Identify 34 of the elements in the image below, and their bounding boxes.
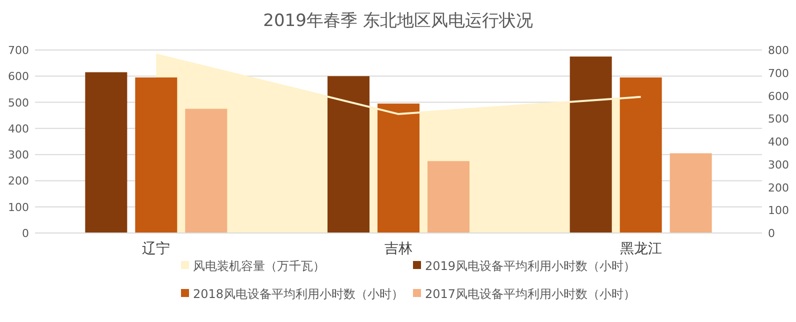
bar bbox=[378, 104, 420, 233]
legend-label: 2018风电设备平均利用小时数（小时） bbox=[193, 287, 404, 301]
y-tick-label: 500 bbox=[8, 96, 29, 110]
y2-tick-label: 600 bbox=[768, 90, 789, 103]
bar bbox=[328, 76, 370, 233]
y-tick-label: 700 bbox=[8, 44, 29, 57]
bar bbox=[570, 56, 612, 233]
y2-tick-label: 0 bbox=[768, 227, 775, 240]
bar bbox=[135, 77, 178, 233]
y-tick-label: 100 bbox=[8, 200, 29, 214]
legend-label: 风电装机容量（万千瓦） bbox=[193, 259, 325, 273]
y-tick-label: 0 bbox=[22, 227, 29, 240]
legend-label: 2017风电设备平均利用小时数（小时） bbox=[425, 287, 636, 301]
y-tick-label: 300 bbox=[8, 148, 29, 162]
y2-tick-label: 400 bbox=[768, 136, 789, 148]
bar bbox=[670, 153, 712, 233]
y-tick-label: 200 bbox=[8, 174, 29, 188]
bar bbox=[620, 77, 662, 233]
y2-tick-label: 200 bbox=[768, 181, 789, 194]
title: 2019年春季 东北地区风电运行状况 bbox=[263, 11, 533, 31]
x-tick-label: 辽宁 bbox=[142, 241, 170, 257]
x-tick-label: 吉林 bbox=[384, 241, 412, 257]
x-tick-label: 黑龙江 bbox=[620, 241, 662, 257]
legend-label: 2019风电设备平均利用小时数（小时） bbox=[425, 259, 636, 273]
y2-tick-label: 700 bbox=[768, 66, 789, 80]
bar bbox=[428, 161, 470, 233]
bar bbox=[85, 72, 128, 233]
y2-tick-label: 300 bbox=[768, 158, 789, 172]
y-tick-label: 600 bbox=[8, 70, 29, 84]
y2-tick-label: 800 bbox=[768, 44, 789, 57]
y2-tick-label: 100 bbox=[768, 204, 789, 218]
y2-tick-label: 500 bbox=[768, 112, 789, 126]
bar bbox=[185, 108, 228, 233]
y-tick-label: 400 bbox=[8, 122, 29, 136]
